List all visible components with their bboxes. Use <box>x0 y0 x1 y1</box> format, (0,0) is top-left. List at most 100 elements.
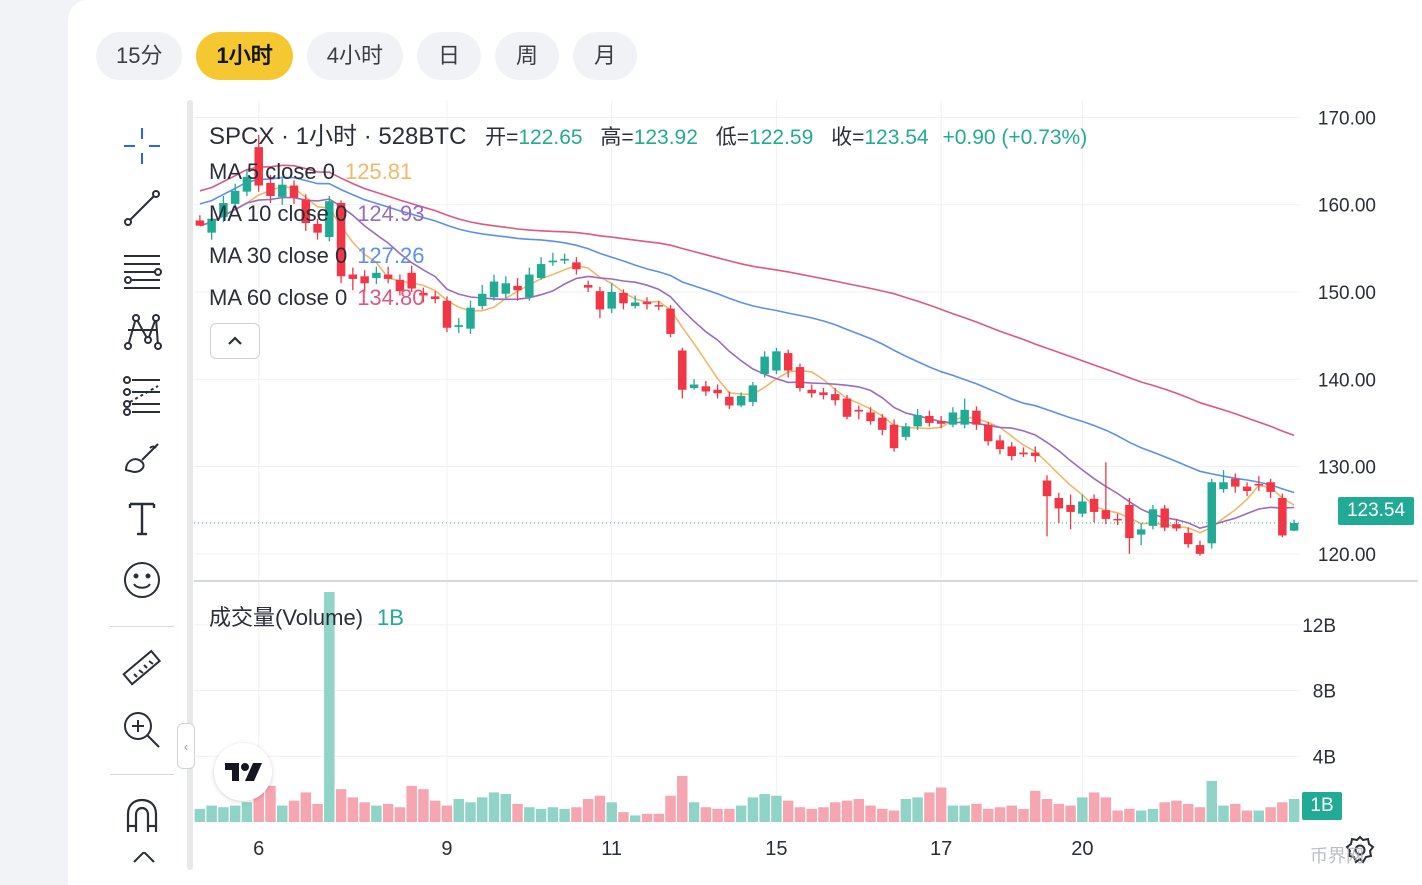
volume-bar <box>324 592 335 822</box>
candle-body <box>419 292 428 296</box>
candle-body <box>207 218 216 233</box>
volume-bar <box>524 807 535 822</box>
candle-body <box>948 412 958 425</box>
time-tick-label: 17 <box>930 838 952 860</box>
volume-bar <box>1159 802 1170 822</box>
ma5-line <box>199 185 1295 534</box>
trend-line-icon[interactable] <box>116 182 168 234</box>
settings-gear-icon[interactable] <box>1344 834 1376 866</box>
time-tick-label: 9 <box>441 838 452 860</box>
volume-bar <box>441 805 453 822</box>
candle-body <box>489 281 499 298</box>
volume-legend[interactable]: 成交量(Volume) 1B <box>209 600 404 632</box>
volume-bar <box>853 799 865 822</box>
volume-bar <box>1135 810 1147 822</box>
candle-body <box>501 283 511 294</box>
candle-body <box>242 176 252 192</box>
volume-bar <box>982 808 994 822</box>
volume-bar <box>1194 807 1206 822</box>
volume-bar <box>1253 810 1265 822</box>
text-icon[interactable] <box>116 492 168 544</box>
volume-bar <box>606 802 617 822</box>
timeframe-tab-3[interactable]: 日 <box>416 32 481 80</box>
brush-icon[interactable] <box>116 430 168 482</box>
candle-body <box>995 440 1005 450</box>
ma60-legend[interactable]: MA 60 close 0 134.80 <box>209 285 424 311</box>
volume-bar <box>959 805 970 822</box>
pattern-icon[interactable] <box>116 306 168 358</box>
ma10-value: 124.93 <box>357 201 425 226</box>
volume-bar <box>1171 800 1182 822</box>
volume-bar <box>371 805 382 822</box>
volume-bar <box>359 802 370 822</box>
candle-body <box>889 424 899 449</box>
fib-retracement-icon[interactable] <box>116 244 168 296</box>
candle-body <box>1125 504 1134 539</box>
volume-bar <box>877 808 888 822</box>
volume-bar <box>830 802 841 822</box>
candle-body <box>1031 452 1040 457</box>
volume-bar <box>1265 807 1276 822</box>
candle-body <box>642 301 652 305</box>
tradingview-logo[interactable] <box>214 743 272 801</box>
time-tick-label: 20 <box>1071 838 1093 860</box>
toolbar-divider <box>110 774 174 775</box>
ma5-legend[interactable]: MA 5 close 0 125.81 <box>209 159 412 185</box>
ma30-legend[interactable]: MA 30 close 0 127.26 <box>209 243 424 269</box>
candle-body <box>1183 532 1193 545</box>
candle-body <box>1148 509 1158 526</box>
candle-body <box>478 293 487 306</box>
candle-body <box>372 272 381 279</box>
candle-body <box>1195 545 1205 554</box>
ma30-value: 127.26 <box>357 243 425 268</box>
candle-body <box>901 426 911 437</box>
ma10-legend[interactable]: MA 10 close 0 124.93 <box>209 201 424 227</box>
candle-body <box>819 392 828 395</box>
candle-body <box>854 409 864 412</box>
hide-indicators-button[interactable] <box>210 323 260 359</box>
volume-bar <box>1100 797 1112 822</box>
timeframe-tab-1[interactable]: 1小时 <box>196 32 293 80</box>
ruler-icon[interactable] <box>116 642 168 694</box>
lock-icon[interactable] <box>116 852 168 876</box>
timeframe-tab-2[interactable]: 4小时 <box>306 32 403 80</box>
timeframe-tab-5[interactable]: 月 <box>572 32 637 80</box>
timeframe-tab-4[interactable]: 周 <box>494 32 559 80</box>
low-key: 低= <box>715 126 750 149</box>
volume-bar <box>900 799 912 822</box>
price-tick-label: 170.00 <box>1318 108 1376 129</box>
magnet-icon[interactable] <box>116 790 168 842</box>
candle-body <box>1231 478 1240 487</box>
candle-body <box>983 424 993 442</box>
volume-bar <box>547 807 559 822</box>
candle-body <box>466 307 475 329</box>
candle-body <box>383 274 393 279</box>
volume-bar <box>665 795 676 822</box>
zoom-in-icon[interactable] <box>116 704 168 756</box>
volume-bar <box>677 776 688 822</box>
volume-bar <box>571 807 582 822</box>
candle-body <box>536 264 546 279</box>
candle-body <box>1172 524 1181 529</box>
volume-bar <box>935 787 947 822</box>
emoji-icon[interactable] <box>116 554 168 606</box>
volume-bar <box>1218 805 1229 822</box>
candle-body <box>866 412 875 422</box>
candle-body <box>1066 504 1075 512</box>
forecast-icon[interactable] <box>116 368 168 420</box>
volume-bar <box>1006 805 1017 822</box>
volume-bar <box>218 807 229 822</box>
ma10-label: MA 10 close 0 <box>209 201 348 226</box>
volume-bar <box>477 797 488 822</box>
collapse-toolbar-button[interactable]: ‹ <box>177 723 195 769</box>
candle-body <box>572 262 581 270</box>
ma60-line <box>199 164 1295 437</box>
candle-body <box>1054 497 1064 509</box>
candle-body <box>725 396 734 406</box>
volume-bar <box>229 805 241 822</box>
timeframe-tab-0[interactable]: 15分 <box>96 32 183 80</box>
crosshair-icon[interactable] <box>116 120 168 172</box>
volume-bar <box>865 805 876 822</box>
candle-body <box>1289 522 1299 531</box>
